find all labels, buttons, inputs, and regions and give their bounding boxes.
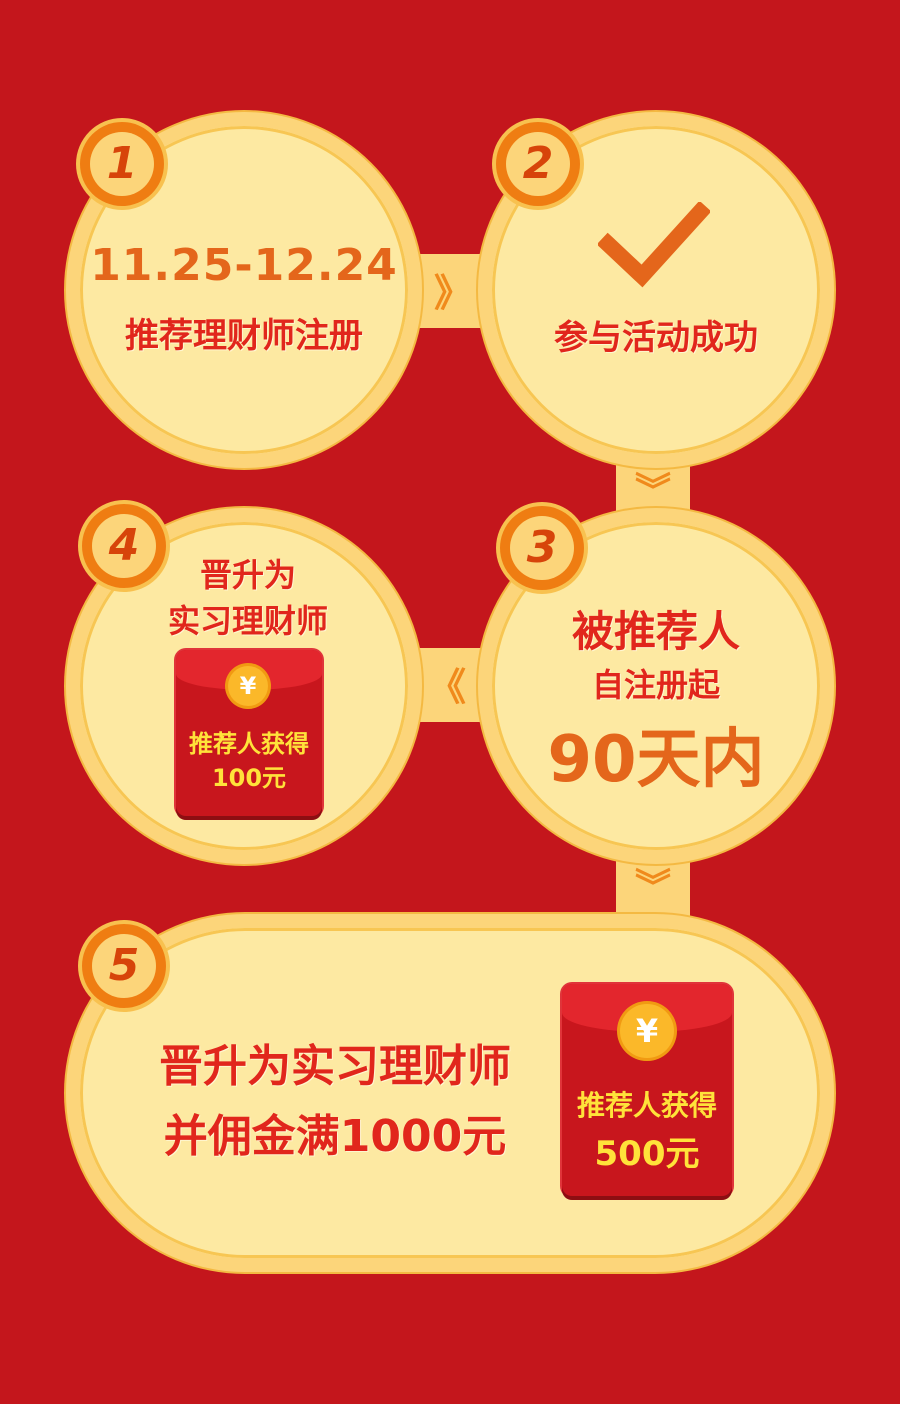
step-1-badge: 1 — [80, 122, 164, 206]
step-number: 5 — [108, 940, 140, 991]
envelope-small-line1: 推荐人获得 — [189, 730, 309, 758]
step-4-badge: 4 — [82, 504, 166, 588]
step-5-badge: 5 — [82, 924, 166, 1008]
step-5-line1: 晋升为实习理财师 — [159, 1041, 511, 1092]
checkmark-icon — [598, 202, 710, 288]
step-number: 3 — [526, 522, 558, 573]
red-envelope-large: ¥ 推荐人获得 500元 — [562, 984, 732, 1196]
step-4-line2: 实习理财师 — [167, 602, 328, 640]
chevron-left-icon: 《 — [427, 665, 466, 709]
step-number: 1 — [106, 138, 138, 189]
yuan-coin-icon: ¥ — [228, 666, 268, 706]
step-3-line3: 90天内 — [547, 723, 765, 797]
yuan-coin-icon: ¥ — [620, 1004, 674, 1058]
step-number: 2 — [522, 138, 554, 189]
step-3-badge: 3 — [500, 506, 584, 590]
red-envelope-small: ¥ 推荐人获得 100元 — [176, 650, 322, 816]
step-2-text: 参与活动成功 — [554, 318, 758, 358]
chevron-right-icon: 》 — [433, 271, 472, 315]
step-4-line1: 晋升为 — [199, 556, 296, 594]
step-2-badge: 2 — [496, 122, 580, 206]
step-3-line1: 被推荐人 — [571, 607, 740, 656]
step-3-line2: 自注册起 — [591, 666, 720, 704]
envelope-large-line2: 500元 — [594, 1134, 700, 1174]
chevron-down-icon: ︾ — [634, 471, 671, 512]
step-1-text: 推荐理财师注册 — [125, 316, 363, 356]
step-5-panel — [66, 914, 834, 1272]
step-5-line2: 并佣金满1000元 — [163, 1111, 507, 1162]
step-number: 4 — [108, 520, 140, 571]
chevron-down-icon: ︾ — [634, 867, 671, 908]
envelope-small-line2: 100元 — [211, 764, 287, 792]
step-1-date: 11.25-12.24 — [90, 240, 398, 291]
envelope-large-line1: 推荐人获得 — [576, 1089, 717, 1122]
